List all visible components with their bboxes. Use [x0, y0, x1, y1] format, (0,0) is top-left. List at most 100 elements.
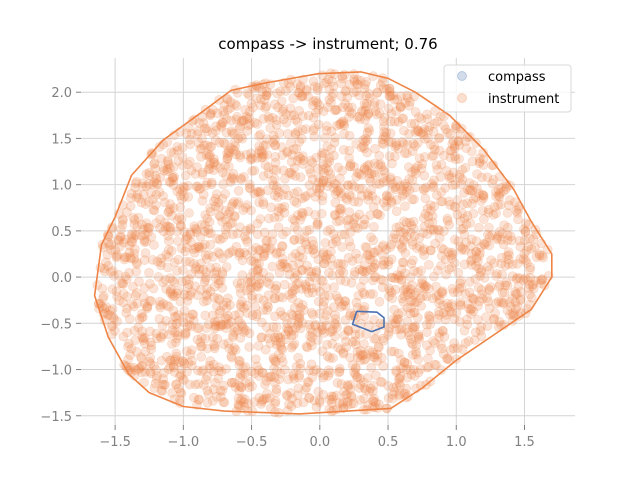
- point-instrument: [190, 169, 201, 179]
- point-instrument: [144, 223, 154, 233]
- point-instrument: [230, 211, 240, 222]
- point-instrument: [397, 185, 407, 195]
- point-instrument: [405, 334, 416, 344]
- point-instrument: [207, 128, 218, 138]
- point-instrument: [369, 272, 380, 283]
- point-instrument: [194, 264, 205, 275]
- point-instrument: [264, 114, 275, 124]
- point-instrument: [402, 287, 413, 298]
- point-instrument: [323, 166, 334, 176]
- chart-title: compass -> instrument; 0.76: [218, 35, 437, 53]
- point-instrument: [166, 355, 176, 365]
- point-instrument: [239, 303, 249, 313]
- point-instrument: [286, 110, 296, 121]
- point-instrument: [209, 292, 219, 303]
- point-instrument: [449, 338, 459, 348]
- point-instrument: [362, 266, 372, 276]
- point-instrument: [356, 170, 367, 180]
- point-instrument: [400, 98, 411, 108]
- point-instrument: [337, 102, 348, 112]
- point-instrument: [167, 339, 177, 349]
- point-instrument: [113, 269, 124, 280]
- point-instrument: [341, 193, 352, 203]
- point-instrument: [455, 278, 465, 289]
- point-instrument: [149, 361, 159, 371]
- point-instrument: [258, 251, 269, 262]
- point-instrument: [107, 284, 118, 294]
- point-instrument: [434, 306, 444, 317]
- point-instrument: [409, 371, 420, 381]
- point-instrument: [185, 229, 196, 240]
- point-instrument: [100, 307, 111, 318]
- point-instrument: [368, 202, 379, 212]
- point-instrument: [213, 278, 224, 289]
- point-instrument: [356, 106, 367, 116]
- point-instrument: [336, 301, 346, 312]
- point-instrument: [261, 235, 271, 246]
- point-instrument: [338, 348, 349, 359]
- point-instrument: [393, 309, 403, 319]
- point-instrument: [234, 381, 245, 391]
- point-instrument: [317, 195, 328, 206]
- point-instrument: [115, 232, 126, 243]
- point-instrument: [240, 394, 250, 405]
- point-instrument: [198, 264, 208, 275]
- point-instrument: [328, 405, 339, 416]
- point-instrument: [498, 239, 509, 250]
- point-instrument: [286, 330, 297, 341]
- point-instrument: [341, 215, 352, 226]
- point-instrument: [270, 99, 280, 110]
- point-instrument: [471, 247, 481, 257]
- point-instrument: [418, 129, 429, 140]
- point-instrument: [252, 309, 262, 320]
- point-instrument: [478, 191, 489, 201]
- point-instrument: [178, 186, 188, 196]
- point-instrument: [339, 330, 350, 341]
- point-instrument: [299, 232, 310, 242]
- point-instrument: [407, 322, 418, 333]
- point-instrument: [245, 106, 255, 117]
- point-instrument: [247, 246, 257, 256]
- point-instrument: [360, 105, 371, 116]
- point-instrument: [350, 364, 361, 374]
- point-instrument: [403, 162, 414, 172]
- point-instrument: [199, 123, 210, 134]
- point-instrument: [205, 150, 215, 160]
- point-instrument: [189, 248, 200, 258]
- point-instrument: [288, 93, 299, 104]
- point-instrument: [344, 131, 355, 141]
- point-instrument: [295, 323, 306, 334]
- point-instrument: [156, 333, 166, 343]
- point-instrument: [211, 266, 222, 277]
- point-instrument: [307, 327, 318, 338]
- point-instrument: [282, 323, 292, 333]
- point-instrument: [388, 313, 399, 324]
- point-instrument: [192, 290, 203, 301]
- point-instrument: [512, 208, 523, 218]
- point-instrument: [467, 146, 477, 157]
- point-instrument: [156, 331, 166, 342]
- point-instrument: [203, 149, 213, 160]
- point-instrument: [409, 119, 420, 129]
- point-instrument: [488, 160, 499, 170]
- point-instrument: [372, 88, 383, 98]
- point-instrument: [397, 242, 407, 252]
- point-instrument: [187, 355, 197, 366]
- point-instrument: [203, 249, 214, 260]
- point-instrument: [335, 173, 345, 184]
- point-instrument: [242, 200, 252, 210]
- point-instrument: [217, 267, 228, 277]
- point-instrument: [276, 203, 287, 214]
- point-instrument: [391, 324, 402, 335]
- point-instrument: [397, 244, 408, 254]
- point-instrument: [361, 242, 372, 253]
- point-instrument: [163, 231, 173, 241]
- point-instrument: [336, 204, 347, 214]
- point-instrument: [500, 260, 511, 271]
- point-instrument: [361, 101, 372, 112]
- point-instrument: [358, 287, 368, 298]
- point-instrument: [362, 189, 373, 199]
- point-instrument: [323, 365, 334, 376]
- point-instrument: [432, 164, 443, 175]
- point-instrument: [277, 142, 287, 152]
